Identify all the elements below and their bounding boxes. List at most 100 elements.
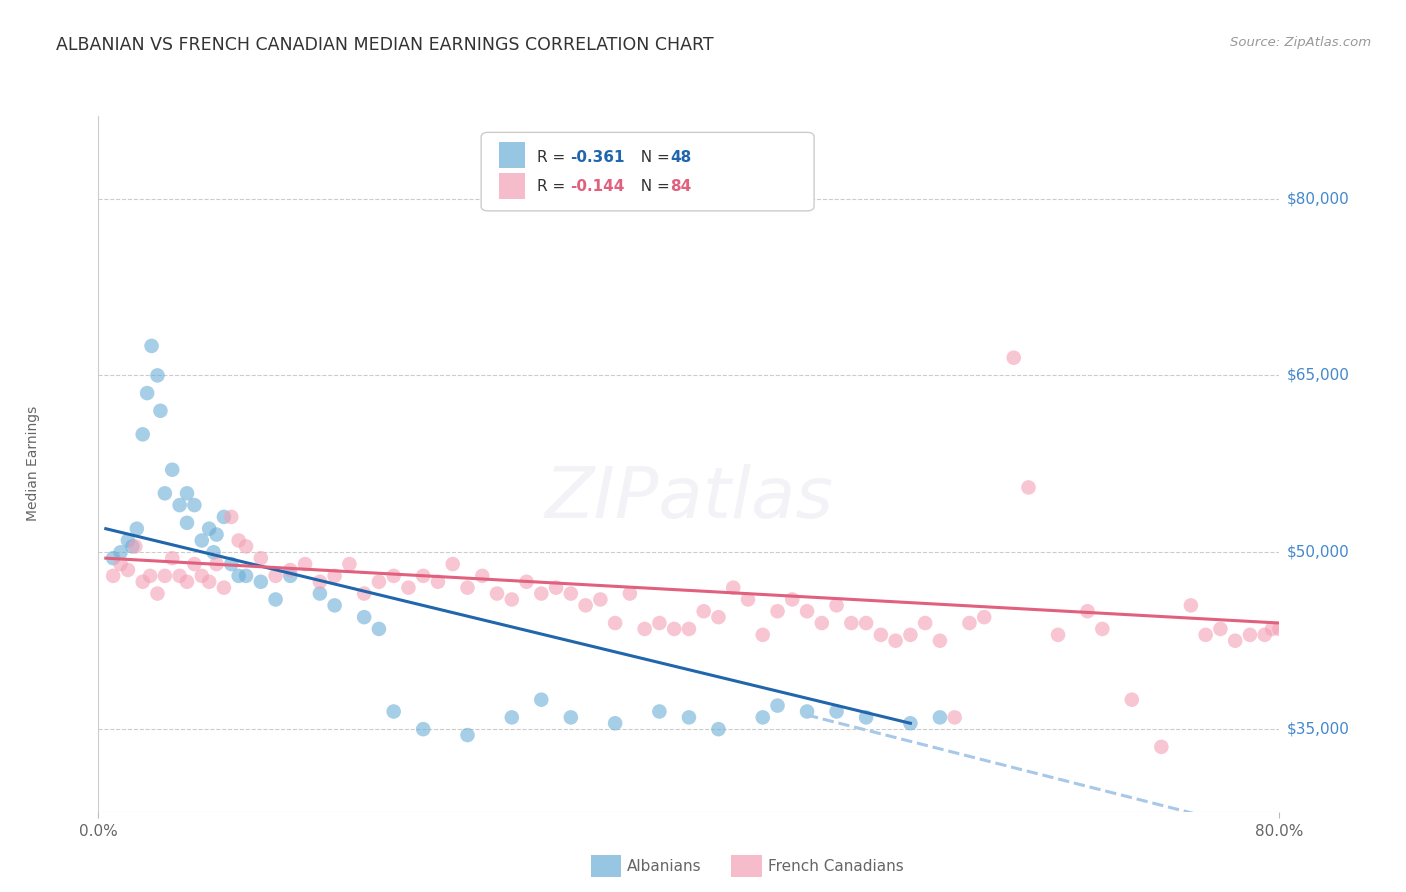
Point [456,581,478,595]
Text: $80,000: $80,000 [1286,191,1350,206]
Point [914,615,936,630]
Point [368,574,391,589]
Point [169,569,191,583]
Point [501,592,523,607]
Point [198,574,221,589]
Text: N =: N = [631,179,675,194]
Point [707,610,730,624]
Point [486,586,509,600]
Text: R =: R = [537,150,569,165]
Point [139,569,162,583]
Point [162,551,183,566]
Point [353,586,375,600]
Point [228,569,250,583]
Point [456,728,478,742]
Point [501,710,523,724]
Point [530,692,553,706]
Point [605,716,627,731]
Point [1223,633,1246,648]
Point [235,540,257,554]
Text: French Canadians: French Canadians [768,859,904,873]
Point [191,569,214,583]
Point [1268,622,1291,636]
Point [353,610,375,624]
Point [125,522,148,536]
Point [323,569,346,583]
Point [1002,351,1025,365]
Point [205,557,228,571]
Point [530,586,553,600]
Point [796,604,818,618]
Point [855,615,877,630]
Point [1239,628,1261,642]
Text: -0.361: -0.361 [571,150,624,165]
Point [737,592,759,607]
Point [176,574,198,589]
Point [278,569,302,583]
Point [146,368,169,383]
Point [427,574,450,589]
Point [278,563,302,577]
Point [751,710,773,724]
Point [146,586,169,600]
Point [132,574,155,589]
Point [121,540,143,554]
Point [678,622,700,636]
Point [382,705,405,719]
Text: $35,000: $35,000 [1286,722,1350,737]
Point [633,622,655,636]
Point [900,716,922,731]
Point [176,486,198,500]
Point [110,557,132,571]
Point [153,486,176,500]
Point [309,574,332,589]
Point [250,551,273,566]
Point [928,710,950,724]
Point [183,557,205,571]
Text: 48: 48 [671,150,692,165]
Point [309,586,332,600]
Point [605,615,627,630]
Point [124,540,146,554]
Point [368,622,391,636]
Point [560,586,582,600]
Point [678,710,700,724]
Point [412,569,434,583]
Point [337,557,360,571]
Point [574,599,596,613]
Point [869,628,891,642]
Point [751,628,773,642]
Text: -0.144: -0.144 [571,179,624,194]
Point [693,604,716,618]
Point [648,705,671,719]
Point [294,557,316,571]
Point [176,516,198,530]
Point [219,509,243,524]
Point [855,710,877,724]
Point [560,710,582,724]
Point [149,404,172,418]
Point [471,569,494,583]
Point [205,527,228,541]
Point [839,615,862,630]
Point [884,633,907,648]
Point [766,604,789,618]
Point [250,574,273,589]
Text: Median Earnings: Median Earnings [27,406,41,522]
Point [1077,604,1099,618]
Text: N =: N = [631,150,675,165]
Point [1017,480,1039,494]
Point [136,386,159,401]
Point [153,569,176,583]
Point [441,557,464,571]
Point [235,569,257,583]
Point [1091,622,1114,636]
Point [723,581,745,595]
Text: Source: ZipAtlas.com: Source: ZipAtlas.com [1230,36,1371,49]
Point [900,628,922,642]
Point [825,705,848,719]
Point [1254,628,1277,642]
Point [619,586,641,600]
Point [212,581,235,595]
Text: Albanians: Albanians [627,859,702,873]
